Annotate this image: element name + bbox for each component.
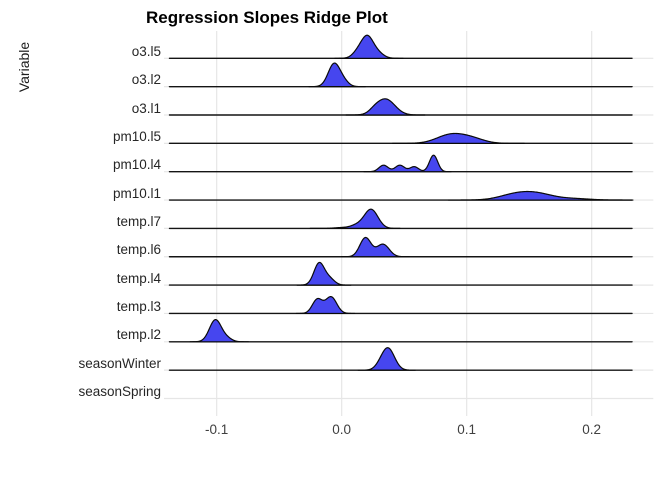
- plot-title: Regression Slopes Ridge Plot: [146, 8, 388, 27]
- x-axis-label: 0.0: [332, 422, 352, 437]
- y-axis-label: temp.l6: [116, 242, 161, 258]
- density-curve: [296, 261, 352, 286]
- density-curve: [357, 347, 416, 371]
- y-axis-label: temp.l4: [116, 270, 161, 286]
- y-axis-label: o3.l2: [131, 72, 161, 88]
- density-curve: [392, 132, 525, 144]
- y-axis-label: seasonSpring: [78, 384, 161, 399]
- density-curve: [363, 154, 452, 173]
- y-axis-label: temp.l7: [116, 213, 161, 229]
- y-axis-label: o3.l5: [131, 43, 161, 59]
- y-axis-label: temp.l3: [116, 298, 161, 314]
- density-curve: [345, 98, 426, 116]
- y-axis-label: temp.l2: [116, 327, 161, 343]
- y-axis-label: seasonWinter: [78, 355, 161, 371]
- x-axis-label: 0.1: [457, 422, 477, 437]
- y-axis-label: pm10.l4: [112, 157, 161, 173]
- x-axis-label: 0.2: [582, 422, 602, 437]
- density-curve: [189, 319, 249, 343]
- density-curve: [309, 208, 401, 229]
- density-curve: [295, 296, 356, 315]
- y-axis-label: pm10.l1: [112, 185, 161, 201]
- density-curve: [341, 236, 410, 258]
- x-axis-label: -0.1: [205, 422, 229, 437]
- y-axis-label: o3.l1: [131, 100, 161, 116]
- density-curve: [308, 62, 366, 88]
- density-curve: [334, 34, 404, 59]
- density-curve: [447, 190, 634, 201]
- y-axis-label: pm10.l5: [112, 128, 161, 144]
